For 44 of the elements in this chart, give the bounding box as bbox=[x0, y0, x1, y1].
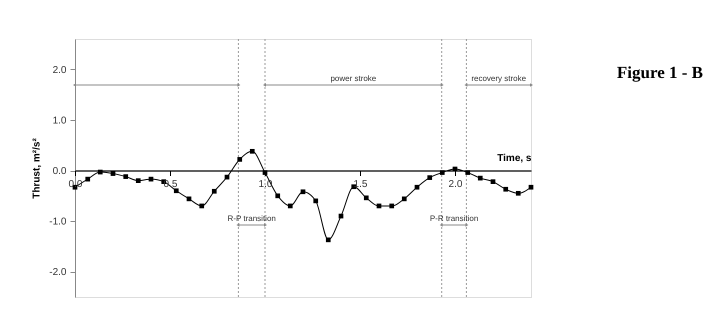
x-tick-label: 1.0 bbox=[258, 179, 273, 190]
x-axis-title: Time, s bbox=[497, 153, 532, 164]
point bbox=[136, 178, 141, 183]
x-tick-label: 2.0 bbox=[448, 179, 463, 190]
point bbox=[490, 179, 496, 184]
point bbox=[414, 184, 420, 190]
annotation: recovery stroke bbox=[471, 74, 527, 83]
text: Figure 1 - B bbox=[616, 63, 703, 82]
point bbox=[148, 176, 154, 182]
point bbox=[402, 196, 407, 202]
point bbox=[186, 196, 192, 202]
point bbox=[237, 157, 242, 162]
point bbox=[503, 186, 508, 192]
point bbox=[110, 171, 116, 176]
y-tick-label: 2.0 bbox=[52, 64, 67, 76]
annotation: P-R transition bbox=[430, 214, 478, 223]
point bbox=[300, 189, 306, 194]
point bbox=[478, 176, 483, 180]
point bbox=[275, 193, 280, 198]
y-tick-label: -1.0 bbox=[49, 216, 67, 228]
point bbox=[326, 237, 331, 242]
point bbox=[364, 196, 369, 200]
point bbox=[224, 174, 230, 180]
y-tick-label: 0.0 bbox=[52, 166, 67, 178]
y-tick-label: 1.0 bbox=[52, 115, 67, 126]
y-axis-title: Thrust, m²/s² bbox=[31, 138, 42, 199]
point bbox=[288, 204, 293, 208]
point bbox=[212, 188, 217, 194]
annotation: power stroke bbox=[330, 74, 377, 83]
point bbox=[338, 214, 344, 218]
point bbox=[516, 190, 521, 196]
point bbox=[376, 204, 382, 208]
point bbox=[389, 204, 394, 208]
annotation: R-P transition bbox=[228, 214, 276, 223]
point bbox=[199, 204, 204, 208]
point bbox=[313, 198, 318, 204]
point bbox=[85, 176, 90, 182]
point bbox=[250, 148, 255, 154]
point bbox=[123, 174, 128, 179]
x-tick-label: 1.5 bbox=[354, 179, 368, 190]
y-tick-label: -2.0 bbox=[49, 267, 67, 278]
point bbox=[427, 175, 432, 180]
point bbox=[174, 188, 179, 194]
point bbox=[528, 184, 534, 190]
